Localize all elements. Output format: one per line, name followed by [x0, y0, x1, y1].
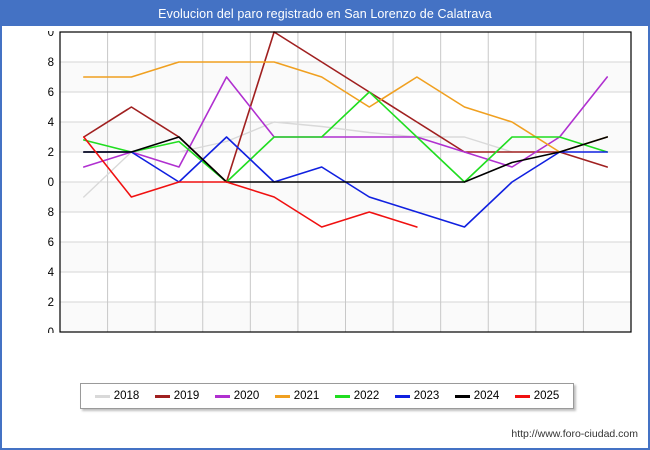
legend-item-2018[interactable]: 2018 — [94, 390, 140, 402]
series-line-2021[interactable] — [82, 61, 609, 153]
y-axis-tick-label: 14 — [48, 117, 55, 129]
y-axis-tick-label: 10 — [48, 177, 54, 189]
y-axis-tick-label: 2 — [48, 297, 54, 309]
legend-label: 2025 — [533, 390, 560, 402]
series-line-2020[interactable] — [82, 76, 609, 168]
line-chart-svg: 02468101214161820ENEFEBMARABRMAYJUNJULAG… — [48, 31, 632, 333]
legend-swatch-icon — [94, 394, 110, 398]
legend-item-2024[interactable]: 2024 — [454, 390, 500, 402]
y-axis-tick-label: 4 — [48, 267, 55, 279]
legend-label: 2019 — [173, 390, 200, 402]
y-axis-tick-label: 16 — [48, 87, 54, 99]
legend-label: 2018 — [113, 390, 140, 402]
series-line-2022[interactable] — [82, 91, 609, 183]
legend-swatch-icon — [334, 394, 350, 398]
legend-item-2021[interactable]: 2021 — [274, 390, 320, 402]
legend-label: 2022 — [353, 390, 380, 402]
y-axis-tick-label: 18 — [48, 57, 54, 69]
legend-swatch-icon — [394, 394, 410, 398]
y-axis-tick-label: 6 — [48, 237, 54, 249]
legend-label: 2023 — [413, 390, 440, 402]
window-title-bar: Evolucion del paro registrado en San Lor… — [2, 2, 648, 26]
y-axis-tick-label: 20 — [48, 31, 54, 39]
series-line-2024[interactable] — [82, 136, 609, 183]
legend-swatch-icon — [454, 394, 470, 398]
legend-item-2020[interactable]: 2020 — [214, 390, 260, 402]
series-line-2025[interactable] — [82, 136, 418, 228]
legend-swatch-icon — [154, 394, 170, 398]
legend-label: 2024 — [473, 390, 500, 402]
chart-legend: 2018 2019 2020 2021 2022 2023 2024 2025 — [80, 383, 574, 409]
y-axis-tick-label: 12 — [48, 147, 54, 159]
series-line-2019[interactable] — [82, 31, 609, 183]
y-axis-tick-label: 0 — [48, 327, 54, 333]
legend-item-2022[interactable]: 2022 — [334, 390, 380, 402]
legend-item-2023[interactable]: 2023 — [394, 390, 440, 402]
plot-area: 02468101214161820ENEFEBMARABRMAYJUNJULAG… — [48, 31, 632, 333]
legend-label: 2021 — [293, 390, 320, 402]
legend-swatch-icon — [274, 394, 290, 398]
legend-item-2019[interactable]: 2019 — [154, 390, 200, 402]
legend-label: 2020 — [233, 390, 260, 402]
y-axis-tick-label: 8 — [48, 207, 54, 219]
page-title: Evolucion del paro registrado en San Lor… — [158, 7, 492, 21]
source-url: http://www.foro-ciudad.com — [511, 428, 638, 440]
plot-frame — [59, 31, 632, 333]
legend-swatch-icon — [514, 394, 530, 398]
legend-swatch-icon — [214, 394, 230, 398]
legend-item-2025[interactable]: 2025 — [514, 390, 560, 402]
